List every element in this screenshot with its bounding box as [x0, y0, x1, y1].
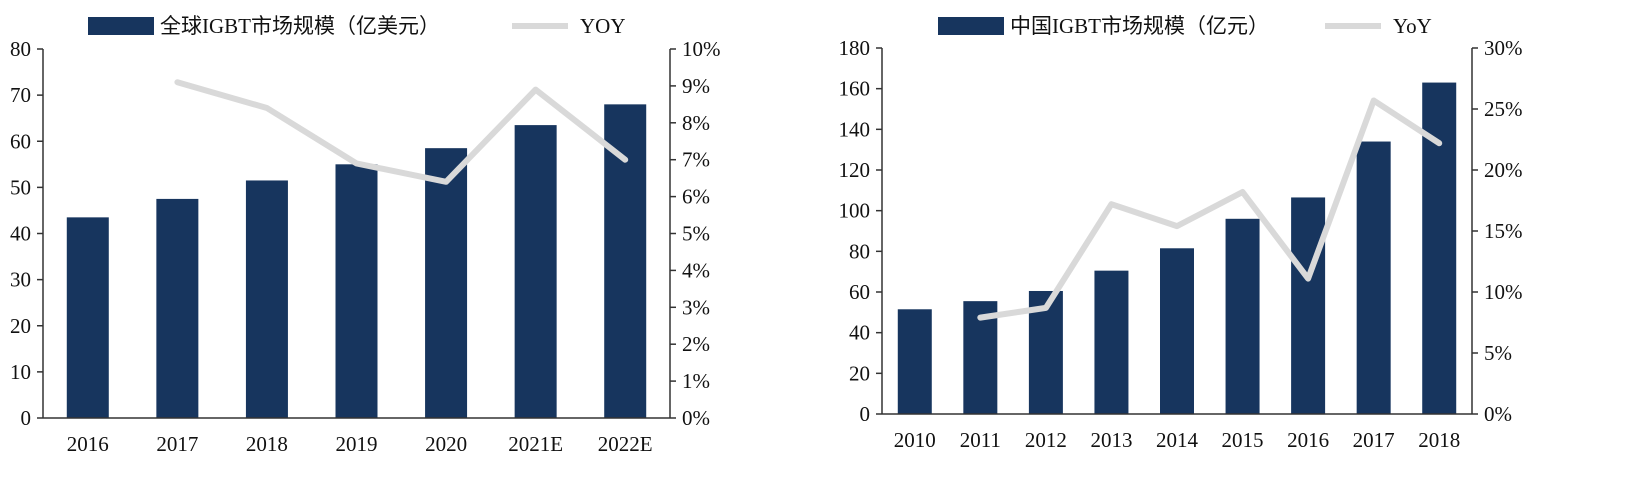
chart2-point-yoy-2011	[979, 317, 981, 319]
chart1-bar-2016	[66, 217, 109, 418]
chart1-x-label-2017: 2017	[156, 432, 198, 456]
chart2-bar-2014	[1160, 248, 1194, 414]
chart1-tick-label-left-60: 60	[10, 129, 31, 153]
chart2-tick-label-left-100: 100	[839, 199, 871, 223]
chart1-tick-label-right-7: 7%	[682, 148, 710, 172]
chart1-tick-label-right-8: 8%	[682, 111, 710, 135]
chart2-x-label-2017: 2017	[1353, 428, 1395, 452]
chart2-legend-label-line: YoY	[1393, 14, 1432, 38]
chart1-x-label-2022E: 2022E	[598, 432, 653, 456]
chart2-bar-2017	[1356, 141, 1391, 415]
chart2-point-yoy-2018	[1438, 142, 1440, 144]
chart1-line-yoy	[174, 79, 629, 185]
chart2-point-yoy-2014	[1176, 225, 1178, 227]
chart2-bar-2016	[1291, 197, 1326, 414]
chart1-point-yoy-2021E	[535, 89, 537, 91]
chart1-tick-label-left-30: 30	[10, 268, 31, 292]
chart1-bar-2018	[245, 180, 288, 418]
chart1-bar-2019	[335, 164, 378, 418]
chart2-tick-label-left-160: 160	[839, 77, 871, 101]
chart1-x-label-2021E: 2021E	[508, 432, 563, 456]
chart1-tick-label-right-2: 2%	[682, 332, 710, 356]
chart2-legend-swatch-bar	[938, 17, 1004, 35]
chart1-x-label-2016: 2016	[67, 432, 109, 456]
chart1-tick-label-left-70: 70	[10, 83, 31, 107]
chart1-tick-label-right-5: 5%	[682, 222, 710, 246]
chart1-legend-swatch-bar	[88, 17, 154, 35]
chart1-point-yoy-2017	[176, 81, 178, 83]
chart1-tick-label-left-50: 50	[10, 175, 31, 199]
chart1-legend-label-bar: 全球IGBT市场规模（亿美元）	[160, 14, 440, 38]
chart1-tick-label-right-4: 4%	[682, 258, 710, 282]
chart2-x-label-2018: 2018	[1418, 428, 1460, 452]
chart2-tick-label-right-25: 25%	[1484, 97, 1523, 121]
chart1-point-yoy-2018	[266, 107, 268, 109]
chart2-tick-label-left-20: 20	[849, 361, 870, 385]
chart2-tick-label-left-80: 80	[849, 239, 870, 263]
chart2-x-label-2010: 2010	[894, 428, 936, 452]
chart1-tick-label-right-9: 9%	[682, 74, 710, 98]
chart1-tick-label-right-3: 3%	[682, 295, 710, 319]
chart2-x-label-2013: 2013	[1090, 428, 1132, 452]
chart2-tick-label-left-140: 140	[839, 117, 871, 141]
chart1-point-yoy-2019	[356, 162, 357, 164]
chart1-x-label-2019: 2019	[336, 432, 378, 456]
chart2-tick-label-left-0: 0	[860, 402, 871, 426]
chart2-x-label-2015: 2015	[1222, 428, 1264, 452]
chart2-tick-label-left-60: 60	[849, 280, 870, 304]
chart1-bar-2021E	[514, 125, 557, 418]
chart2-point-yoy-2016	[1307, 278, 1309, 280]
chart2-tick-label-right-0: 0%	[1484, 402, 1512, 426]
chart1-point-yoy-2022E	[624, 159, 626, 161]
chart2-x-label-2011: 2011	[960, 428, 1001, 452]
chart1-tick-label-right-6: 6%	[682, 185, 710, 209]
chart2-point-yoy-2015	[1242, 191, 1244, 193]
chart2-point-yoy-2012	[1045, 307, 1047, 309]
chart2-tick-label-right-10: 10%	[1484, 280, 1523, 304]
chart2-x-label-2012: 2012	[1025, 428, 1067, 452]
chart2-tick-label-right-5: 5%	[1484, 341, 1512, 365]
chart1-legend-label-line: YOY	[580, 14, 626, 38]
chart2-bar-2013	[1094, 270, 1129, 414]
chart2-tick-label-left-180: 180	[839, 36, 871, 60]
chart2-tick-label-left-120: 120	[839, 158, 871, 182]
chart1-tick-label-left-40: 40	[10, 222, 31, 246]
chart2-legend-label-bar: 中国IGBT市场规模（亿元）	[1010, 14, 1269, 38]
chart1-bar-2017	[156, 198, 199, 418]
chart2-point-yoy-2017	[1373, 99, 1375, 101]
chart2-tick-label-right-30: 30%	[1484, 36, 1523, 60]
chart1-tick-label-right-1: 1%	[682, 369, 710, 393]
chart2-tick-label-right-15: 15%	[1484, 219, 1523, 243]
chart1-tick-label-left-10: 10	[10, 360, 31, 384]
chart2-point-yoy-2013	[1110, 203, 1112, 205]
chart2-tick-label-right-20: 20%	[1484, 158, 1523, 182]
chart2-bar-2015	[1225, 218, 1260, 414]
chart1-point-yoy-2020	[445, 181, 447, 183]
chart1-tick-label-left-20: 20	[10, 314, 31, 338]
chart2-x-label-2014: 2014	[1156, 428, 1199, 452]
chart2-tick-label-left-40: 40	[849, 321, 870, 345]
chart1-tick-label-left-0: 0	[21, 406, 32, 430]
chart2-bar-2010	[897, 309, 932, 414]
chart1-tick-label-right-0: 0%	[682, 406, 710, 430]
chart1-tick-label-left-80: 80	[10, 37, 31, 61]
chart1-bar-2020	[425, 148, 468, 418]
chart1-tick-label-right-10: 10%	[682, 37, 721, 61]
chart2-x-label-2016: 2016	[1287, 428, 1329, 452]
chart1-x-label-2020: 2020	[425, 432, 467, 456]
chart1-x-label-2018: 2018	[246, 432, 288, 456]
chart2-line-yoy	[977, 97, 1443, 321]
